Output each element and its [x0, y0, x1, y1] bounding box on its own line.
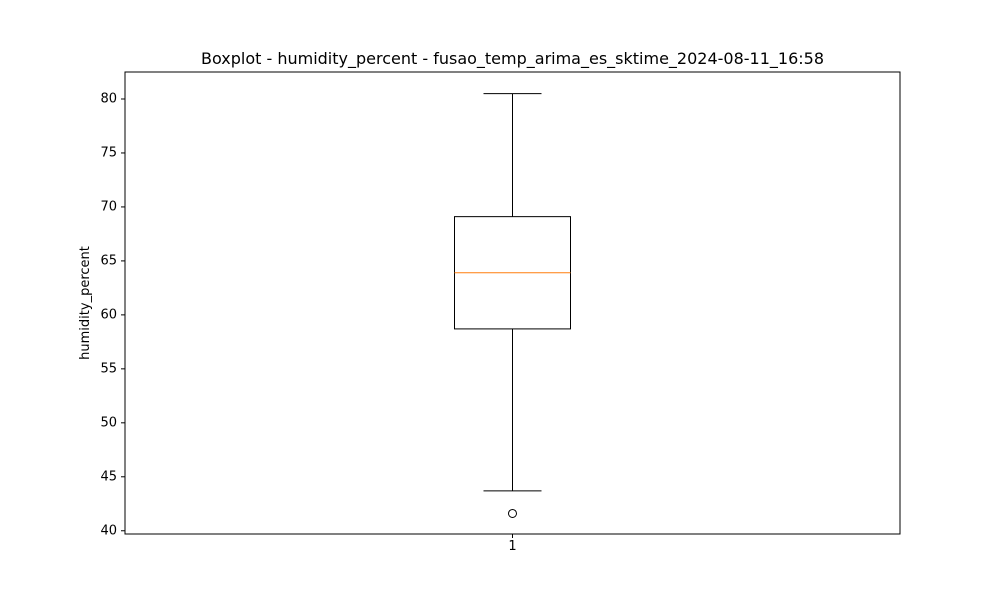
y-axis-label: humidity_percent — [78, 246, 93, 360]
y-tick-label: 70 — [100, 199, 117, 214]
y-tick-label: 60 — [100, 307, 117, 322]
y-tick-label: 65 — [100, 253, 117, 268]
y-axis-ticks: 40 45 50 55 60 65 70 75 80 — [100, 91, 125, 538]
y-tick-label: 40 — [100, 523, 117, 538]
y-tick-label: 75 — [100, 145, 117, 160]
plot-area-frame — [124, 71, 901, 535]
x-axis-ticks: 1 — [508, 534, 517, 554]
x-tick-label: 1 — [508, 539, 516, 554]
y-tick-label: 80 — [100, 91, 117, 106]
box-group — [454, 93, 571, 518]
outlier-point — [508, 508, 517, 518]
y-tick-label: 50 — [100, 415, 117, 430]
chart-title: Boxplot - humidity_percent - fusao_temp_… — [201, 49, 824, 69]
y-tick-label: 45 — [100, 469, 117, 484]
y-tick-label: 55 — [100, 361, 117, 376]
box-1 — [454, 93, 571, 518]
